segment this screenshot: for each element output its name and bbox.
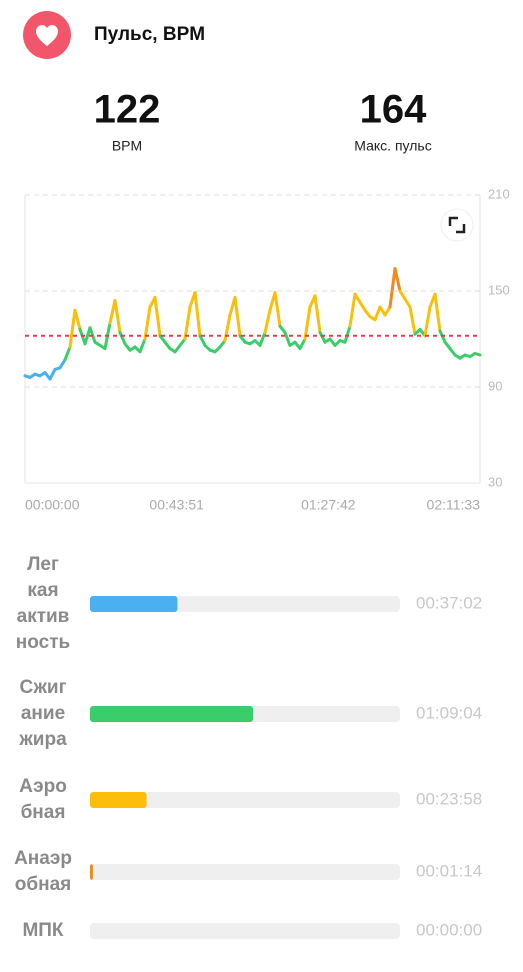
zone-bar	[90, 596, 178, 612]
line-segment	[473, 351, 482, 357]
line-segment	[398, 289, 407, 301]
zone-track	[90, 923, 400, 939]
zone-name: Аэро бная	[19, 776, 67, 823]
line-segment	[283, 331, 292, 347]
line-segment	[393, 267, 402, 293]
x-tick-label: 00:43:51	[149, 497, 204, 513]
y-tick-label: 150	[488, 282, 510, 297]
zone-bar	[90, 792, 147, 808]
zone-name: МПК	[22, 920, 63, 941]
zone-track	[90, 792, 400, 808]
chart: 30 90 150 210 00:00:00 00:43:51 01:27:42 02:11:…	[23, 186, 510, 513]
line-segment	[343, 324, 352, 344]
zone-duration: 01:09:04	[416, 703, 482, 722]
line-segment	[58, 358, 67, 370]
line-segment	[153, 295, 162, 338]
x-tick-label: 02:11:33	[427, 497, 481, 513]
y-tick-label: 210	[488, 186, 510, 201]
zone-duration: 00:23:58	[416, 789, 482, 808]
line-segment	[408, 305, 417, 336]
expand-circle[interactable]	[440, 208, 474, 242]
y-tick-label: 90	[488, 378, 502, 393]
x-tick-label: 00:00:00	[25, 497, 80, 513]
stat-label: Макс. пульс	[354, 138, 431, 154]
line-segment	[193, 291, 202, 338]
line-segment	[353, 292, 362, 304]
zone-duration: 00:00:00	[416, 920, 482, 939]
line-segment	[258, 331, 267, 347]
expand-icon[interactable]	[448, 216, 466, 234]
line-segment	[183, 305, 192, 341]
zone-duration: 00:37:02	[416, 593, 482, 612]
line-segment	[113, 299, 122, 335]
line-segment	[273, 291, 282, 328]
line-segment	[403, 297, 412, 309]
stat-value: 122	[94, 88, 161, 132]
zones: Лег кая актив ность 00:37:02 Сжиг ание жира 01:0…	[14, 554, 482, 941]
line-segment	[303, 305, 312, 341]
zone-bar	[90, 864, 93, 880]
expand-button[interactable]	[440, 208, 474, 242]
line-segment	[48, 367, 57, 381]
zone-duration: 00:01:14	[416, 861, 482, 880]
heart	[36, 25, 58, 46]
line-segment	[118, 331, 127, 346]
stat-value: 164	[360, 88, 427, 132]
line-segment	[358, 300, 367, 312]
zone-name: Сжиг ание жира	[18, 677, 67, 750]
line-segment	[318, 331, 327, 344]
zone-name: Анаэр обная	[14, 848, 72, 895]
line-segment	[263, 308, 272, 335]
line-segment	[348, 292, 357, 328]
line-segment	[138, 337, 147, 354]
line-segment	[73, 308, 82, 331]
line-segment	[233, 295, 242, 338]
line-segment	[143, 305, 152, 341]
zone-name: Лег кая актив ность	[16, 554, 70, 653]
line-segment	[383, 305, 392, 317]
line-segment	[388, 267, 397, 309]
x-tick-label: 01:27:42	[301, 497, 356, 513]
stat-label: BPM	[112, 138, 142, 154]
line-segment	[433, 292, 442, 333]
line-segment	[63, 345, 72, 362]
line-segment	[198, 334, 207, 347]
line-segment	[373, 305, 382, 322]
line-segment	[298, 337, 307, 351]
line-segment	[313, 294, 322, 335]
zone-track	[90, 864, 400, 880]
line-segment	[423, 305, 432, 338]
line-segment	[68, 308, 77, 349]
zone-bar	[90, 706, 254, 722]
y-tick-label: 30	[488, 474, 502, 489]
title: Пульс, BPM	[94, 24, 205, 45]
line-segment	[83, 326, 92, 346]
